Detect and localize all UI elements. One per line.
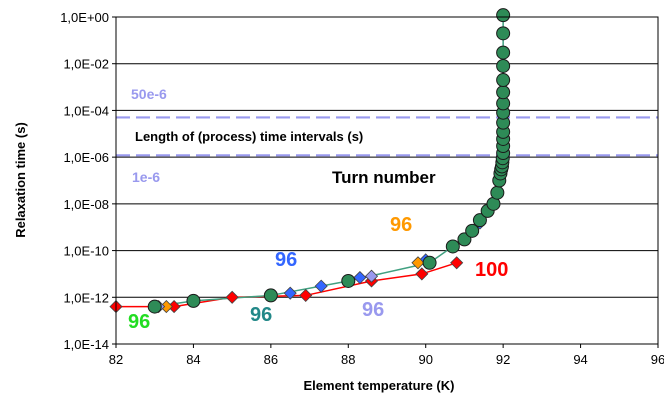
data-point-circle <box>147 299 162 314</box>
data-point-diamond <box>411 256 425 270</box>
plot-area-border <box>115 16 659 345</box>
x-tick-label: 84 <box>186 352 200 367</box>
reference-lines <box>116 116 658 157</box>
data-point-circle <box>496 58 511 73</box>
y-tick-label: 1,0E-14 <box>63 337 109 352</box>
x-tick-label: 88 <box>341 352 355 367</box>
x-axis-title: Element temperature (K) <box>304 378 455 393</box>
annotation-label: 50e-6 <box>131 86 167 102</box>
x-tick-label: 90 <box>418 352 432 367</box>
data-point-diamond <box>314 279 328 293</box>
series-lines <box>116 15 504 308</box>
data-point-circle <box>341 273 356 288</box>
annotation-label: 1e-6 <box>132 169 160 185</box>
data-point-diamond <box>415 267 429 281</box>
y-tick-label: 1,0E-02 <box>63 57 109 72</box>
data-point-circle <box>263 288 278 303</box>
y-axis-ticks: 1,0E-14 1,0E-12 1,0E-10 1,0E-08 1,0E-06 1,0E-… <box>60 10 116 352</box>
data-point-circle <box>496 85 511 100</box>
data-point-diamond <box>283 286 297 300</box>
data-point-circle <box>422 255 437 270</box>
data-point-diamond <box>225 290 239 304</box>
data-markers <box>109 8 511 314</box>
data-point-circle <box>496 26 511 41</box>
data-point-diamond <box>364 269 379 283</box>
annotation-label: 96 <box>275 249 297 271</box>
x-axis-ticks: 82 84 86 88 90 92 94 96 <box>109 344 664 367</box>
data-point-circle <box>472 213 487 228</box>
annotation-label: 96 <box>390 214 412 236</box>
x-tick-label: 94 <box>573 352 587 367</box>
data-point-circle <box>465 223 480 238</box>
annotation-label: 96 <box>362 299 384 321</box>
y-tick-label: 1,0E-04 <box>63 103 109 118</box>
data-point-diamond <box>353 270 367 285</box>
grid-lines <box>116 16 658 345</box>
data-point-circle <box>445 239 460 254</box>
annotation-label: 96 <box>128 311 150 333</box>
data-point-circle <box>496 73 511 88</box>
y-tick-label: 1,0E-06 <box>63 150 109 165</box>
annotations: 50e-6 Length of (process) time intervals … <box>128 86 508 333</box>
y-tick-label: 1,0E-10 <box>63 244 109 259</box>
annotation-label: 100 <box>475 259 508 281</box>
x-tick-label: 82 <box>109 352 123 367</box>
data-point-circle <box>496 45 511 60</box>
annotation-label: Length of (process) time intervals (s) <box>135 129 363 144</box>
y-tick-label: 1,0E-08 <box>63 197 109 212</box>
x-tick-label: 92 <box>496 352 510 367</box>
y-tick-label: 1,0E+00 <box>60 10 109 25</box>
data-point-circle <box>490 185 505 200</box>
data-point-diamond <box>299 288 313 303</box>
y-axis-title: Relaxation time (s) <box>13 122 28 238</box>
annotation-label: 96 <box>250 304 272 326</box>
annotation-label: Turn number <box>332 168 436 187</box>
data-point-diamond <box>450 256 464 270</box>
x-tick-label: 96 <box>651 352 664 367</box>
data-point-circle <box>496 8 511 23</box>
y-tick-label: 1,0E-12 <box>63 290 109 305</box>
x-tick-label: 86 <box>264 352 278 367</box>
data-point-circle <box>186 293 201 308</box>
